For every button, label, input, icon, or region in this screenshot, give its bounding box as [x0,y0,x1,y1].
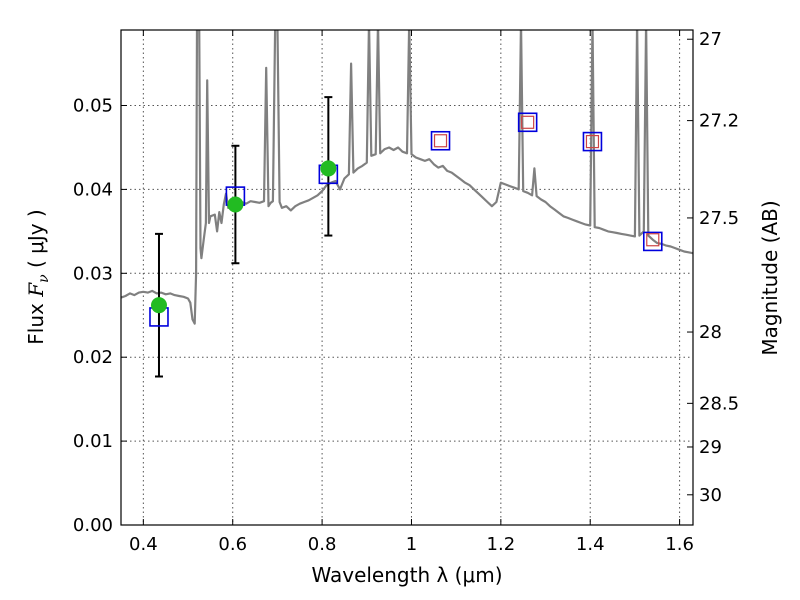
observed-point [227,196,244,213]
spectrum-line [121,30,693,325]
right-axis-label: Magnitude (AB) [758,200,782,355]
y-tick-label: 0.03 [73,263,113,284]
x-tick-label: 1.2 [487,534,516,555]
right-tick-label: 28.5 [699,393,739,414]
y-tick-label: 0.05 [73,96,113,117]
plot-frame [120,29,694,526]
model-box-layer [149,112,663,327]
x-axis-label: Wavelength λ (μm) [311,563,502,587]
model-box [430,130,451,151]
y-axis-ticks: 0.00 0.01 0.02 0.03 0.04 0.05 [73,96,127,536]
observed-point [320,160,337,177]
right-tick-label: 28 [699,322,722,343]
right-tick-label: 30 [699,485,722,506]
y-axis-label: Flux Fν ( μJy ) [24,209,52,344]
model-box [517,112,538,133]
right-tick-label: 29 [699,437,722,458]
errorbar-layer [154,96,333,378]
model-box [582,131,603,152]
y-tick-label: 0.04 [73,179,113,200]
x-tick-label: 1.4 [576,534,605,555]
model-inner-box [646,233,660,247]
y-tick-label: 0.01 [73,431,113,452]
x-tick-label: 1 [406,534,417,555]
right-tick-label: 27.5 [699,208,739,229]
observed-point [150,297,167,314]
right-axis-ticks: 27 27.2 27.5 28 28.5 29 30 [687,29,739,506]
x-tick-label: 0.4 [129,534,158,555]
observed-point-layer [150,160,337,314]
model-inner-layer [433,115,660,247]
x-tick-label: 0.6 [218,534,247,555]
y-tick-label: 0.02 [73,347,113,368]
spectrum-layer [121,30,693,325]
y-tick-label: 0.00 [73,515,113,536]
model-inner-box [521,115,535,129]
x-axis-ticks: 0.4 0.6 0.8 1 1.2 1.4 1.6 [129,30,694,555]
x-tick-label: 0.8 [308,534,337,555]
model-inner-box [585,134,600,149]
x-tick-label: 1.6 [665,534,694,555]
model-box [642,231,663,252]
right-tick-label: 27.2 [699,111,739,132]
model-inner-box [433,134,448,148]
right-tick-label: 27 [699,29,722,50]
